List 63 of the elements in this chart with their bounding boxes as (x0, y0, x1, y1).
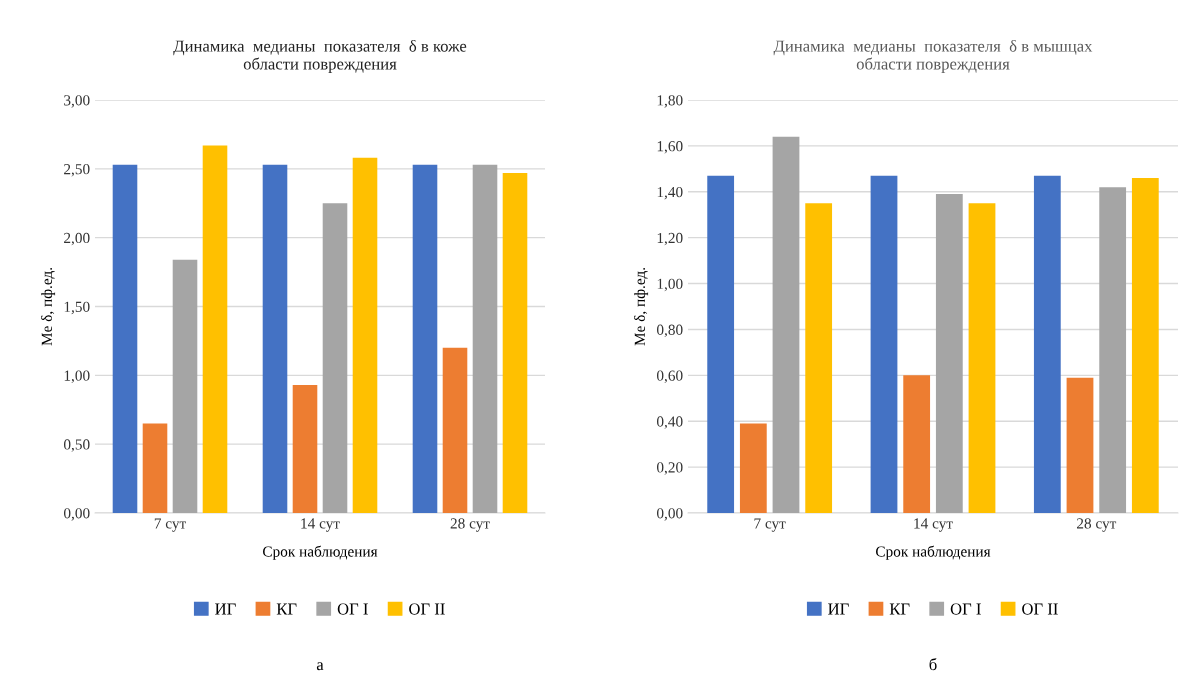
x-tick-label: 7 сут (154, 518, 186, 532)
bar (739, 423, 767, 513)
y-tick-label: 0,40 (656, 416, 683, 429)
chart-title: Динамика медианы показателя δ в коже области повреждения (173, 39, 467, 73)
x-tick-label: 28 сут (1077, 518, 1117, 532)
bar (442, 347, 468, 513)
x-axis-title: Срок наблюдения (263, 545, 378, 560)
y-tick-label: 3,00 (64, 95, 90, 108)
bar (322, 203, 348, 513)
bar (262, 164, 288, 513)
bar (903, 375, 931, 513)
x-tick-label: 7 сут (754, 518, 786, 532)
bar (202, 145, 228, 513)
x-axis-title: Срок наблюдения (876, 545, 991, 560)
y-tick-label: 1,40 (657, 186, 683, 200)
bar (142, 423, 168, 513)
bar (292, 384, 318, 513)
y-tick-label: 0,50 (63, 439, 90, 452)
y-tick-label: 1,20 (657, 232, 683, 246)
x-tick-label: 14 сут (914, 518, 953, 532)
y-tick-label: 1,50 (64, 301, 90, 315)
x-tick-label: 28 сут (450, 518, 490, 532)
chart-title: Динамика медианы показателя δ в мышцах области повреждения (773, 39, 1093, 73)
bar (968, 203, 996, 513)
x-tick-label: 14 сут (301, 518, 340, 532)
y-tick-label: 2,00 (64, 232, 90, 246)
y-tick-label: 1,80 (657, 95, 683, 108)
bar (935, 194, 963, 513)
bar (805, 203, 833, 513)
y-tick-label: 1,60 (657, 141, 683, 154)
text: а (316, 662, 324, 671)
legend-label: ОГ I (950, 603, 981, 615)
y-tick-label: 1,00 (64, 370, 90, 383)
bar (1131, 178, 1159, 513)
y-axis-title: Me δ, пф.ед. (634, 267, 649, 346)
bar (1099, 187, 1127, 513)
y-tick-label: 0,20 (656, 462, 683, 475)
bar (1066, 377, 1094, 513)
y-tick-label: 0,80 (656, 324, 683, 338)
legend-label: КГ (889, 603, 910, 615)
y-axis-title: Me δ, пф.ед. (41, 267, 56, 346)
legend-label: ОГ I (337, 603, 368, 615)
bar (772, 136, 800, 513)
text: б (929, 658, 937, 671)
y-tick-label: 0,60 (656, 370, 683, 383)
bar (112, 164, 138, 513)
bar (502, 172, 528, 513)
legend-label: КГ (276, 603, 297, 615)
bar (172, 259, 198, 513)
legend-label: ИГ (828, 603, 849, 615)
bar (352, 157, 378, 513)
y-tick-label: 1,00 (657, 278, 683, 292)
bar (472, 164, 498, 513)
bar (412, 164, 438, 513)
legend-label: ИГ (215, 603, 236, 615)
bar (707, 175, 735, 513)
legend-label: ОГ II (1022, 603, 1058, 615)
bar (1033, 175, 1061, 513)
y-tick-label: 0,00 (63, 508, 90, 521)
legend-label: ОГ II (409, 603, 445, 615)
bar (870, 175, 898, 513)
y-tick-label: 2,50 (64, 163, 90, 177)
y-tick-label: 0,00 (656, 508, 683, 521)
